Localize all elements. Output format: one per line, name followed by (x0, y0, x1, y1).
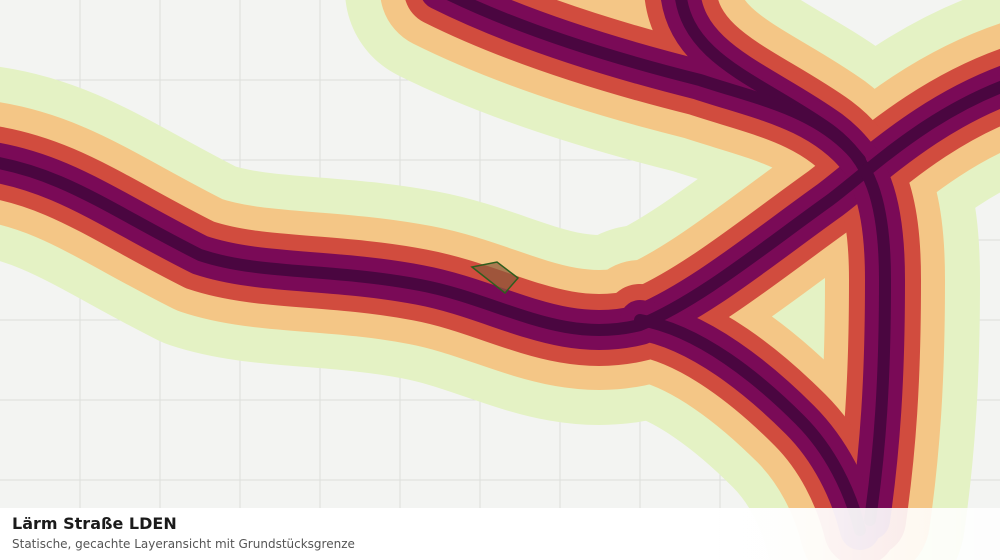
caption-title: Lärm Straße LDEN (12, 514, 177, 533)
caption: Lärm Straße LDEN Statische, gecachte Lay… (0, 508, 1000, 560)
parcel-boundary (470, 261, 520, 295)
caption-subtitle: Statische, gecachte Layeransicht mit Gru… (12, 537, 355, 551)
